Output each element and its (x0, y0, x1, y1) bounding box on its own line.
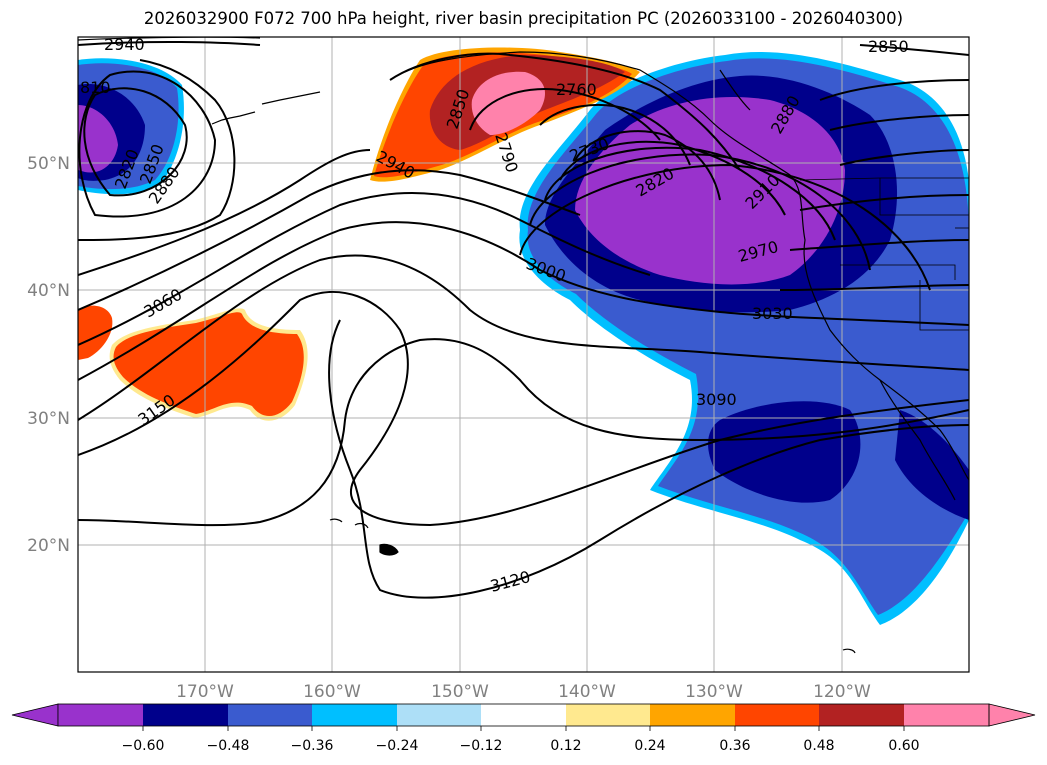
graticule (78, 37, 969, 672)
borders (799, 177, 969, 331)
lon-tick-label: 130°W (685, 682, 743, 702)
colorbar-tick-label: −0.36 (291, 738, 334, 754)
colorbar-max-extension (988, 703, 1036, 727)
colorbar-tick-label: −0.48 (207, 738, 250, 754)
positive-anomaly-region-north (370, 47, 640, 182)
contour-label: 2760 (556, 80, 597, 99)
colorbar-min-extension (11, 703, 59, 727)
colorbar-segment (58, 704, 143, 726)
colorbar-tick-label: −0.60 (122, 738, 165, 754)
contour-label: 3030 (752, 304, 793, 323)
contour-label: 2940 (104, 35, 145, 54)
lon-tick-label: 150°W (431, 682, 489, 702)
contour-label: 3090 (696, 390, 737, 409)
colorbar-segment (312, 704, 397, 726)
figure-title: 2026032900 F072 700 hPa height, river ba… (143, 9, 904, 28)
colorbar-segment (904, 704, 989, 726)
colorbar: −0.60 −0.48 −0.36 −0.24 −0.12 0.12 0.24 … (11, 703, 1036, 754)
height-contours (78, 40, 969, 599)
colorbar-tick-label: 0.12 (550, 738, 581, 754)
colorbar-tick-label: 0.24 (634, 738, 665, 754)
colorbar-segment (143, 704, 228, 726)
colorbar-tick-label: −0.24 (376, 738, 419, 754)
colorbar-segment (397, 704, 481, 726)
colorbar-segment (228, 704, 312, 726)
colorbar-tick-label: −0.12 (460, 738, 503, 754)
lat-tick-label: 20°N (27, 536, 70, 556)
lat-tick-label: 50°N (27, 154, 70, 174)
lat-tick-label: 40°N (27, 281, 70, 301)
colorbar-frame (57, 703, 990, 727)
colorbar-segment (481, 704, 566, 726)
negative-anomaly-region-west (78, 58, 184, 195)
map-frame (77, 36, 970, 673)
negative-anomaly-region-east (519, 52, 969, 625)
positive-anomaly-region-south (78, 305, 308, 421)
colorbar-tick-label: 0.60 (888, 738, 919, 754)
lon-tick-label: 160°W (303, 682, 361, 702)
lon-tick-label: 140°W (558, 682, 616, 702)
colorbar-segment (650, 704, 735, 726)
colorbar-tick-label: 0.48 (803, 738, 834, 754)
lon-tick-label: 120°W (813, 682, 871, 702)
colorbar-tick-label: 0.36 (719, 738, 750, 754)
lon-tick-label: 170°W (176, 682, 234, 702)
colorbar-segment (566, 704, 650, 726)
lat-axis-labels: 50°N 40°N 30°N 20°N (27, 154, 70, 556)
lon-axis-labels: 170°W 160°W 150°W 140°W 130°W 120°W (176, 682, 871, 702)
lat-tick-label: 30°N (27, 409, 70, 429)
colorbar-segment (819, 704, 904, 726)
colorbar-segment (735, 704, 819, 726)
contour-label: 810 (80, 78, 111, 97)
contour-label: 2850 (868, 37, 909, 56)
map-plot-area: 2940 2850 810 2820 2850 2880 2850 2760 2… (78, 35, 969, 672)
